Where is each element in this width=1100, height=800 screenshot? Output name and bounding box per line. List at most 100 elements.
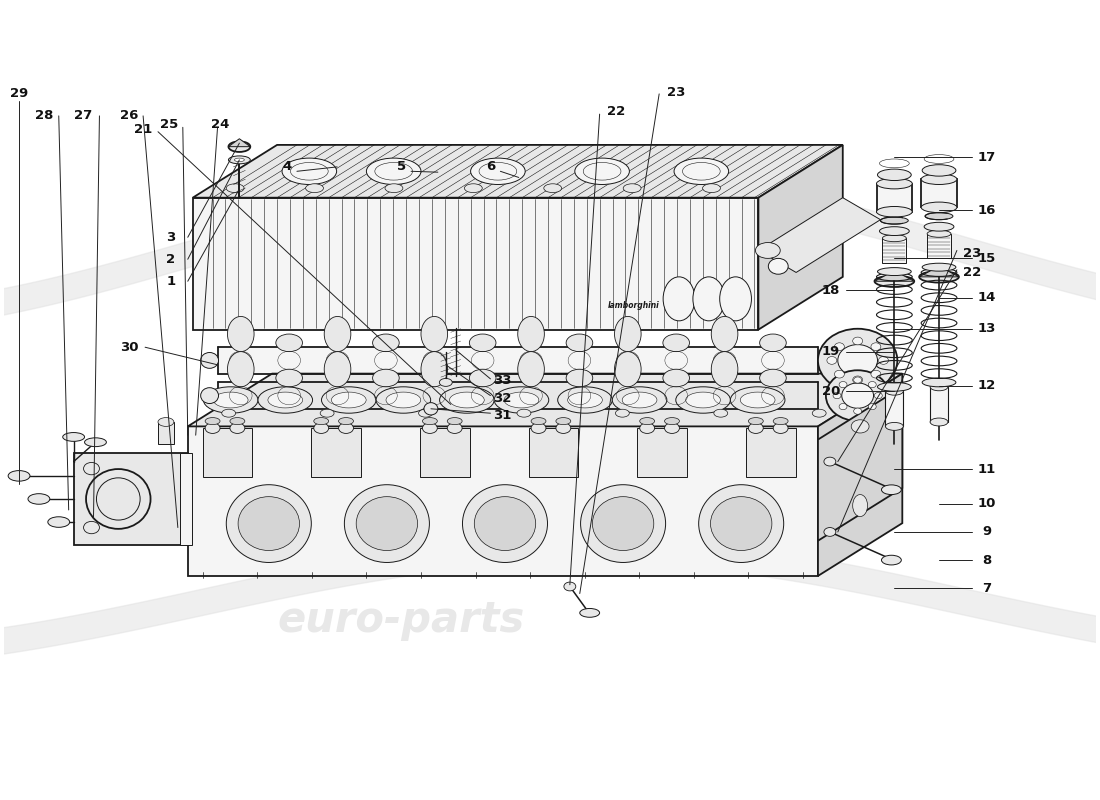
Ellipse shape — [852, 337, 862, 345]
Ellipse shape — [84, 522, 99, 534]
Text: 16: 16 — [978, 203, 996, 217]
Ellipse shape — [663, 334, 690, 352]
Ellipse shape — [851, 420, 869, 433]
Ellipse shape — [852, 494, 868, 517]
Ellipse shape — [205, 418, 220, 425]
Ellipse shape — [558, 387, 613, 413]
Ellipse shape — [868, 403, 877, 410]
Bar — [877, 184, 912, 212]
Ellipse shape — [871, 343, 881, 350]
Ellipse shape — [881, 555, 901, 565]
Bar — [927, 234, 950, 258]
Ellipse shape — [556, 418, 571, 425]
Polygon shape — [188, 374, 902, 426]
Text: 9: 9 — [982, 526, 991, 538]
Ellipse shape — [664, 418, 680, 425]
Text: 23: 23 — [962, 246, 981, 260]
Ellipse shape — [581, 485, 666, 562]
Ellipse shape — [879, 357, 889, 364]
Ellipse shape — [462, 485, 548, 562]
Polygon shape — [920, 266, 959, 277]
Bar — [886, 391, 903, 426]
Text: 7: 7 — [982, 582, 991, 594]
Bar — [202, 428, 252, 477]
Ellipse shape — [818, 329, 898, 392]
Ellipse shape — [504, 392, 539, 408]
Text: 19: 19 — [822, 345, 840, 358]
Ellipse shape — [773, 423, 788, 434]
Ellipse shape — [28, 494, 50, 504]
Ellipse shape — [927, 230, 950, 238]
Ellipse shape — [222, 410, 235, 417]
Text: lamborghini: lamborghini — [607, 301, 659, 310]
Text: 2: 2 — [166, 253, 176, 266]
Ellipse shape — [228, 352, 254, 387]
Ellipse shape — [712, 352, 738, 387]
Ellipse shape — [719, 277, 751, 321]
Ellipse shape — [839, 382, 847, 388]
Ellipse shape — [448, 423, 462, 434]
Ellipse shape — [623, 392, 657, 408]
Ellipse shape — [373, 370, 399, 387]
Ellipse shape — [8, 470, 30, 481]
Ellipse shape — [276, 370, 303, 387]
Bar — [179, 453, 191, 545]
Ellipse shape — [517, 410, 531, 417]
Text: 26: 26 — [120, 110, 139, 122]
Ellipse shape — [760, 334, 786, 352]
Ellipse shape — [85, 438, 107, 446]
Ellipse shape — [276, 334, 303, 352]
Ellipse shape — [339, 423, 353, 434]
Text: 21: 21 — [134, 122, 152, 135]
Ellipse shape — [230, 418, 245, 425]
Polygon shape — [818, 374, 902, 576]
Ellipse shape — [703, 184, 720, 193]
Text: 1: 1 — [166, 274, 176, 288]
Ellipse shape — [711, 497, 772, 550]
Ellipse shape — [698, 485, 783, 562]
Text: 33: 33 — [493, 374, 512, 387]
Ellipse shape — [868, 382, 877, 388]
Polygon shape — [818, 387, 902, 541]
Text: 31: 31 — [493, 410, 512, 422]
Ellipse shape — [877, 206, 912, 217]
Ellipse shape — [835, 370, 845, 378]
Ellipse shape — [306, 184, 323, 193]
Ellipse shape — [258, 387, 312, 413]
Ellipse shape — [663, 277, 695, 321]
Text: 22: 22 — [607, 105, 626, 118]
Ellipse shape — [385, 184, 403, 193]
Ellipse shape — [200, 353, 219, 368]
Ellipse shape — [314, 423, 329, 434]
Ellipse shape — [613, 387, 667, 413]
Ellipse shape — [640, 423, 654, 434]
Ellipse shape — [931, 383, 948, 390]
Polygon shape — [192, 145, 843, 198]
Ellipse shape — [640, 418, 654, 425]
Ellipse shape — [320, 410, 334, 417]
Ellipse shape — [230, 423, 245, 434]
Ellipse shape — [674, 158, 728, 185]
Ellipse shape — [229, 142, 251, 152]
Ellipse shape — [878, 268, 911, 275]
Bar — [921, 179, 957, 207]
Ellipse shape — [324, 352, 351, 387]
Text: 30: 30 — [120, 341, 139, 354]
Ellipse shape — [518, 352, 544, 387]
Ellipse shape — [740, 392, 776, 408]
Ellipse shape — [205, 423, 220, 434]
Ellipse shape — [228, 317, 254, 352]
Ellipse shape — [238, 497, 299, 550]
Ellipse shape — [886, 422, 903, 430]
Ellipse shape — [356, 497, 418, 550]
Text: 18: 18 — [822, 283, 840, 297]
Ellipse shape — [422, 423, 438, 434]
Ellipse shape — [768, 258, 789, 274]
Ellipse shape — [854, 408, 861, 414]
Text: 8: 8 — [982, 554, 991, 566]
Text: 23: 23 — [667, 86, 685, 98]
Ellipse shape — [920, 271, 959, 282]
Ellipse shape — [386, 392, 420, 408]
Ellipse shape — [693, 277, 725, 321]
Ellipse shape — [448, 418, 462, 425]
